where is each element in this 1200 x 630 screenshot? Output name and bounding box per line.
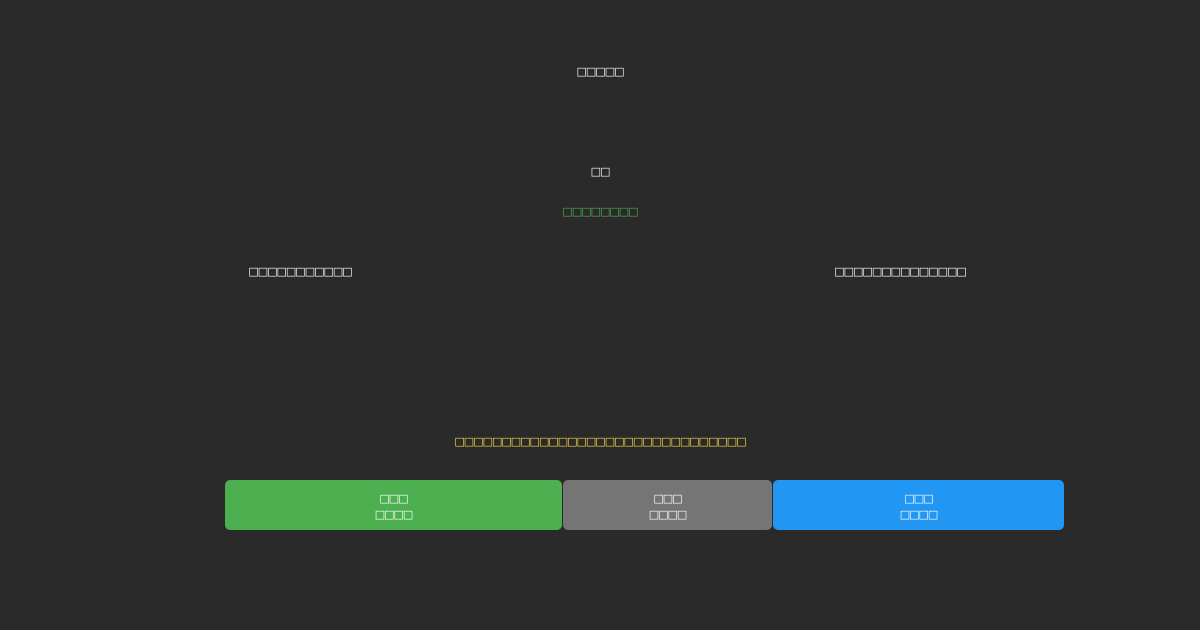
button-label: □□□ (904, 492, 933, 505)
notice: □□□□□□□□□□□□□□□□□□□□□□□□□□□□□□□ (454, 435, 746, 448)
title: □□□□□ (576, 65, 625, 78)
info-right: □□□□□□□□□□□□□□ (834, 265, 967, 278)
button[interactable]: □□□ □□□□ (563, 480, 772, 530)
button[interactable]: □□□ □□□□ (225, 480, 562, 530)
button[interactable]: □□□ □□□□ (773, 480, 1064, 530)
button-label: □□□ (653, 492, 682, 505)
info-left: □□□□□□□□□□□ (248, 265, 352, 278)
button-sublabel: □□□□ (374, 508, 414, 521)
status-value: □□□□□□□□ (562, 205, 638, 218)
button-label: □□□ (379, 492, 408, 505)
status-label: □□ (590, 165, 611, 178)
button-sublabel: □□□□ (899, 508, 939, 521)
button-sublabel: □□□□ (648, 508, 688, 521)
